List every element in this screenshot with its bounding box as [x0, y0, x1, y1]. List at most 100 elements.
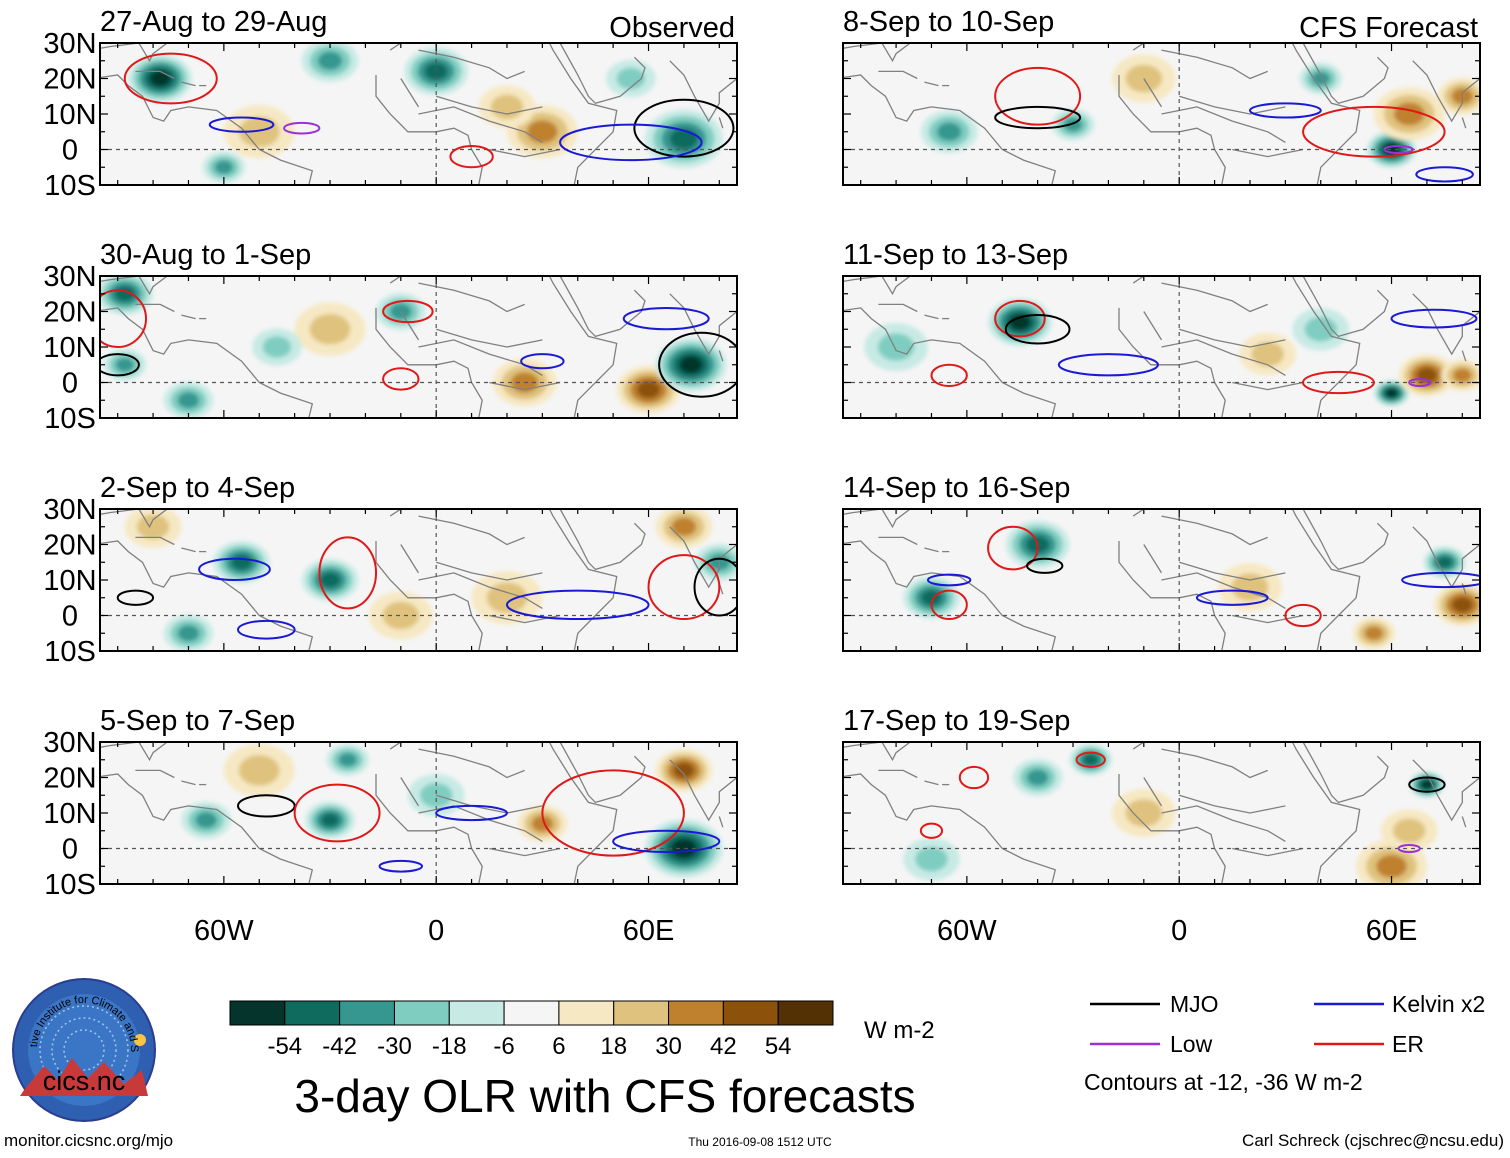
coastline-2	[135, 536, 175, 546]
contour-kelvin-2	[1248, 102, 1322, 119]
coastline-16	[1143, 544, 1163, 574]
olr-blob-6-level-2	[214, 160, 234, 175]
colorbar-tick-9: 54	[765, 1033, 792, 1060]
coastline-12	[418, 49, 525, 80]
coastline-14	[1161, 106, 1286, 143]
coastline-3	[181, 780, 196, 786]
olr-blob-6-level-2	[338, 752, 357, 767]
coastline-13	[1179, 794, 1286, 814]
olr-blob-4-level-2	[527, 120, 558, 144]
coastline-8	[1302, 43, 1389, 105]
coastline-2	[135, 70, 175, 80]
y-tick-label: 10S	[44, 403, 96, 435]
olr-blob-1-level-2	[115, 357, 134, 372]
coastline-15	[1232, 614, 1304, 624]
panel-2-field	[100, 276, 737, 418]
coastline-1	[843, 307, 1057, 418]
colorbar-tick-4: -6	[493, 1033, 514, 1060]
coastline-8	[559, 742, 646, 804]
contour-low-2	[283, 121, 321, 135]
olr-blob-5-level-1	[238, 755, 280, 786]
olr-blob-0-level-2	[1026, 769, 1049, 786]
wave-contours	[237, 769, 721, 873]
colorbar-cell-6	[558, 1000, 615, 1026]
panel-8-field	[843, 742, 1480, 905]
x-tick-label: 60W	[937, 915, 997, 947]
contour-er-3	[930, 363, 968, 388]
coastline-5	[375, 307, 483, 418]
olr-anomaly-blobs	[903, 743, 1445, 884]
coastline-8	[1302, 509, 1389, 571]
olr-anomaly-blobs	[903, 520, 1480, 650]
coastlines	[843, 43, 1480, 185]
olr-blob-4-level-3	[636, 380, 661, 399]
coastline-10	[1461, 816, 1467, 828]
colorbar-cells	[229, 1000, 834, 1026]
colorbar-tick-0: -54	[267, 1033, 302, 1060]
coastlines	[100, 43, 737, 185]
olr-blob-2-level-2	[177, 392, 200, 409]
coastline-8	[1302, 742, 1389, 804]
coastline-16	[1143, 777, 1163, 807]
coastline-16	[400, 777, 420, 807]
contour-er-6	[382, 367, 420, 391]
panel-5: 8-Sep to 10-Sep CFS Forecast	[842, 6, 1481, 186]
olr-blob-8-level-1	[616, 67, 646, 90]
olr-blob-2-level-4	[671, 839, 697, 858]
colorbar-tick-5: 6	[552, 1033, 565, 1060]
coastline-12	[1161, 49, 1268, 80]
footer-timestamp: Thu 2016-09-08 1512 UTC	[688, 1135, 832, 1149]
panel-title: 2-Sep to 4-Sep	[100, 472, 295, 504]
colorbar-tick-8: 42	[710, 1033, 737, 1060]
panel-ticks	[100, 42, 737, 186]
contour-mjo-1	[116, 589, 155, 606]
coastline-13	[436, 95, 543, 115]
panel-8: 17-Sep to 19-Sep 60W 0 60E	[842, 705, 1481, 947]
panel-ticks	[100, 741, 737, 885]
coastline-10	[1461, 117, 1467, 129]
coastline-1	[100, 773, 314, 884]
colorbar-tick-1: -42	[322, 1033, 357, 1060]
olr-blob-6-level-1	[486, 582, 528, 614]
olr-blob-4-level-2	[1364, 626, 1384, 641]
panel-ticks	[843, 741, 1480, 885]
contour-er-0	[994, 66, 1082, 126]
panel-1-field	[100, 43, 737, 185]
contour-kelvin-5	[1401, 571, 1480, 589]
coastline-10	[718, 117, 724, 129]
olr-blob-0-level-2	[936, 122, 962, 141]
coastline-16	[1143, 78, 1163, 108]
olr-blob-2-level-4	[1421, 780, 1433, 789]
coastline-15	[1232, 148, 1304, 158]
panel-title: 5-Sep to 7-Sep	[100, 705, 295, 737]
y-tick-label: 30N	[43, 28, 96, 60]
olr-blob-1-level-2	[317, 51, 343, 70]
colorbar-tick-labels: -54 -42 -30 -18 -6 6 18 30 42 54	[267, 1033, 791, 1060]
panel-4-field	[100, 742, 737, 884]
y-tick-label: 10N	[43, 798, 96, 830]
contour-kelvin-5	[1390, 308, 1478, 329]
coastline-0	[100, 276, 168, 296]
olr-blob-4-level-2	[671, 517, 697, 536]
coastline-11	[1335, 891, 1356, 905]
y-tick-label: 20N	[43, 297, 96, 329]
panel-ticks	[843, 42, 1480, 186]
contour-kelvin-3	[505, 589, 650, 621]
x-tick-label: 0	[428, 915, 444, 947]
y-tick-label: 20N	[43, 763, 96, 795]
olr-blob-7-level-1	[490, 94, 524, 120]
panel-source-label: CFS Forecast	[1299, 12, 1478, 44]
y-tick-label: 10N	[43, 565, 96, 597]
colorbar-tick-3: -18	[432, 1033, 467, 1060]
coastline-11	[1335, 658, 1356, 672]
x-tick-label: 60E	[623, 915, 675, 947]
colorbar-tick-2: -30	[377, 1033, 412, 1060]
coastline-6	[389, 509, 402, 517]
coastline-5	[1118, 541, 1226, 651]
coastline-1	[843, 773, 1057, 884]
coastline-5	[1118, 75, 1226, 185]
coastline-10	[1461, 350, 1467, 362]
olr-blob-7-level-1	[419, 783, 453, 808]
olr-blob-3-level-2	[1393, 102, 1425, 126]
